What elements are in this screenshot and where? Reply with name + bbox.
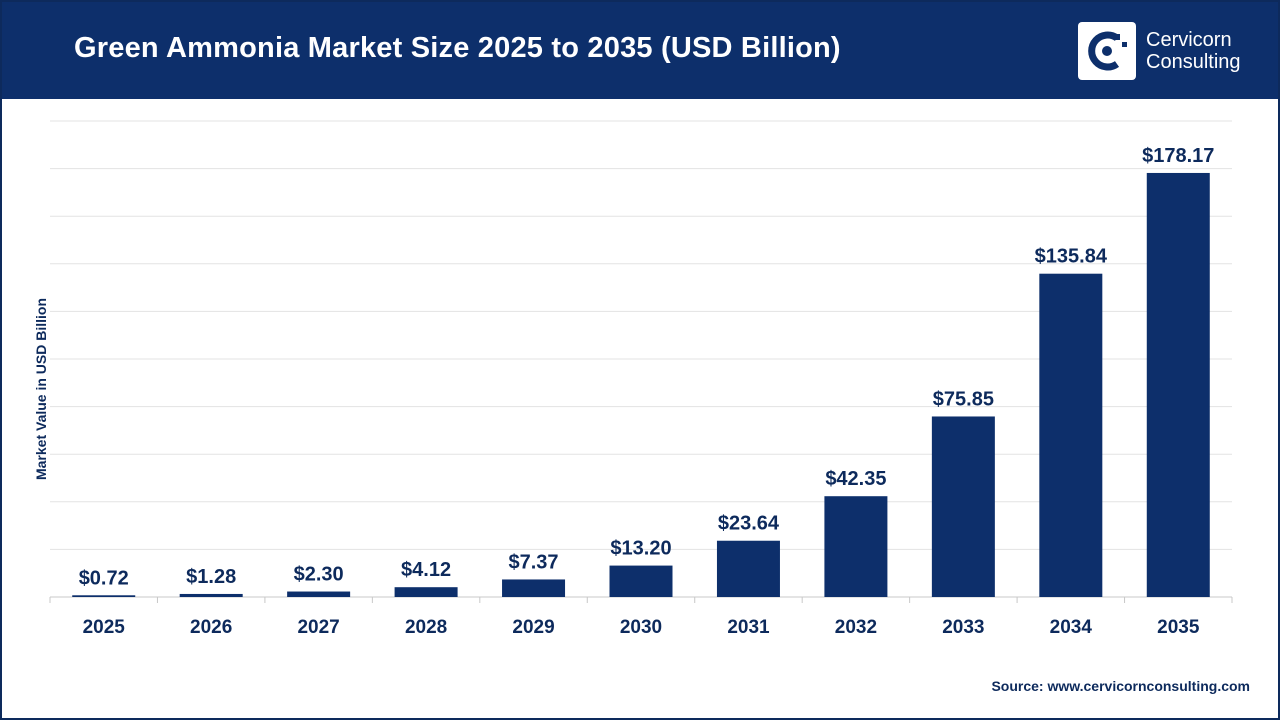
x-tick-label-2027: 2027 [297, 617, 339, 638]
data-label-2027: $2.30 [294, 564, 344, 586]
logo-text: Cervicorn Consulting [1146, 29, 1241, 73]
bar-2025 [72, 595, 136, 597]
x-tick-label-2025: 2025 [83, 617, 126, 638]
bar-2035 [1146, 172, 1210, 598]
y-axis-title: Market Value in USD Billion [33, 298, 49, 480]
bar-2027 [287, 591, 351, 597]
x-tick-label-2034: 2034 [1050, 617, 1093, 638]
cervicorn-logo-icon [1078, 22, 1136, 80]
page-title: Green Ammonia Market Size 2025 to 2035 (… [74, 32, 841, 64]
data-label-2034: $135.84 [1035, 246, 1108, 268]
bar-2026 [179, 593, 243, 597]
data-label-2025: $0.72 [79, 567, 129, 589]
bar-2029 [502, 579, 566, 597]
x-tick-label-2031: 2031 [727, 617, 770, 638]
x-tick-label-2032: 2032 [835, 617, 877, 638]
x-tick-label-2030: 2030 [620, 617, 662, 638]
logo-line-1: Cervicorn [1146, 29, 1232, 51]
data-label-2030: $13.20 [610, 538, 671, 560]
bar-2033 [931, 416, 995, 597]
data-label-2026: $1.28 [186, 566, 236, 588]
source-note: Source: www.cervicornconsulting.com [991, 678, 1250, 694]
data-label-2031: $23.64 [718, 513, 780, 535]
bar-2028 [394, 587, 458, 597]
bar-2030 [609, 565, 673, 597]
brand-logo: Cervicorn Consulting [1078, 22, 1241, 80]
bar-2032 [824, 496, 888, 597]
data-label-2035: $178.17 [1142, 145, 1214, 167]
bar-2031 [716, 540, 780, 597]
x-tick-label-2033: 2033 [942, 617, 984, 638]
data-label-2032: $42.35 [825, 468, 886, 490]
x-tick-label-2026: 2026 [190, 617, 232, 638]
x-tick-label-2028: 2028 [405, 617, 447, 638]
logo-line-2: Consulting [1146, 51, 1241, 73]
data-label-2029: $7.37 [509, 551, 559, 573]
bar-2034 [1039, 273, 1103, 597]
x-tick-label-2029: 2029 [512, 617, 554, 638]
x-tick-label-2035: 2035 [1157, 617, 1200, 638]
header-bar: Green Ammonia Market Size 2025 to 2035 (… [2, 2, 1278, 99]
data-label-2033: $75.85 [933, 388, 994, 410]
data-label-2028: $4.12 [401, 559, 451, 581]
